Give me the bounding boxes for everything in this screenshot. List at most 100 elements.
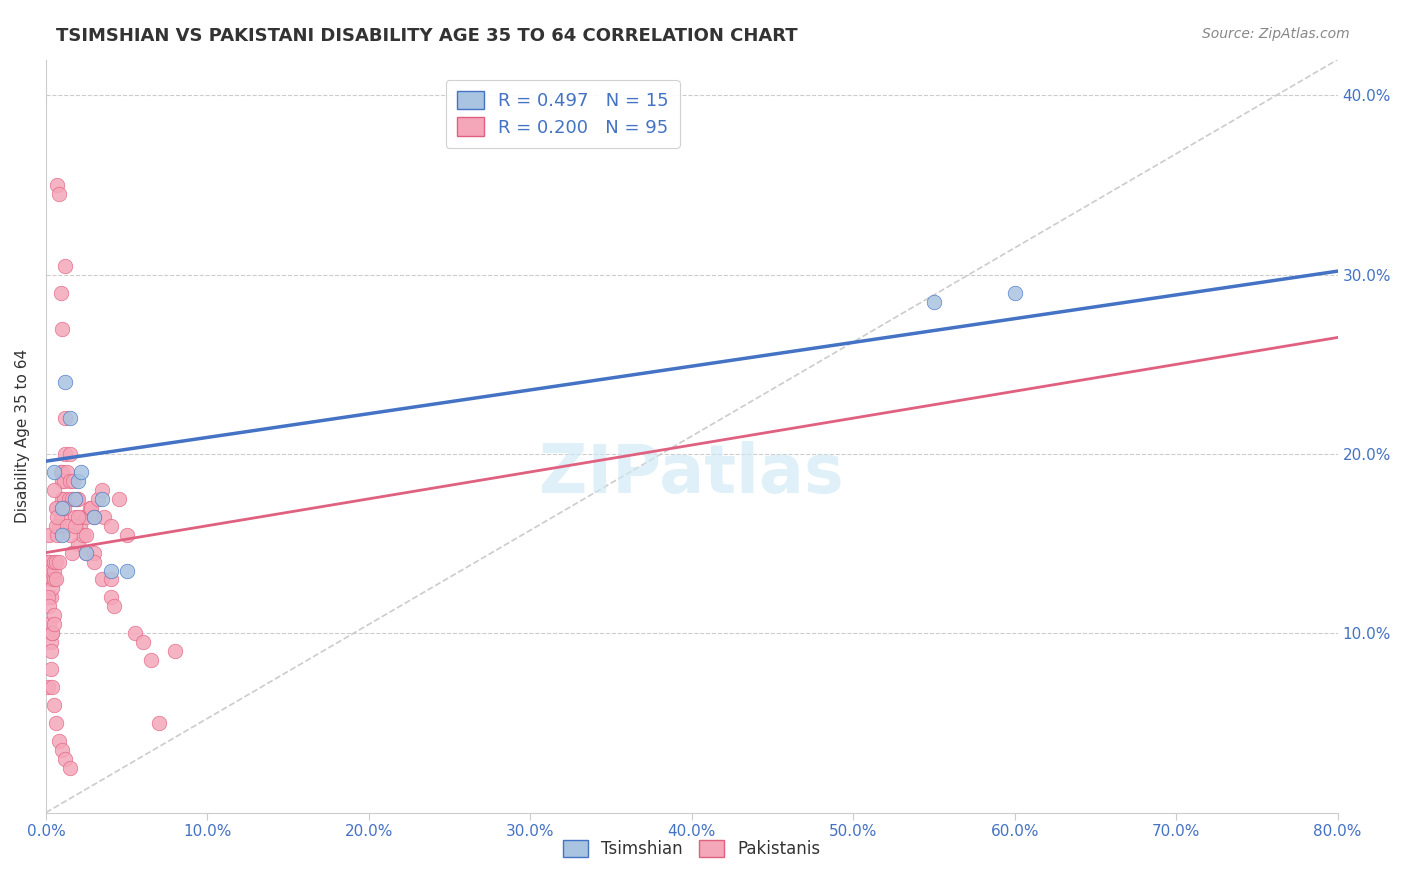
Point bbox=[39, 644, 62, 658]
Point bbox=[60, 546, 83, 560]
Point bbox=[38, 527, 60, 541]
Point bbox=[80, 500, 103, 515]
Point bbox=[45, 573, 67, 587]
Point bbox=[100, 564, 122, 578]
Point bbox=[115, 527, 138, 541]
Point bbox=[63, 509, 86, 524]
Point bbox=[83, 509, 105, 524]
Point bbox=[49, 465, 72, 479]
Point bbox=[49, 509, 72, 524]
Point bbox=[42, 608, 65, 623]
Point bbox=[83, 509, 105, 524]
Point bbox=[46, 527, 69, 541]
Point bbox=[58, 491, 80, 506]
Point bbox=[86, 491, 108, 506]
Point bbox=[72, 527, 94, 541]
Point bbox=[75, 527, 97, 541]
Point bbox=[59, 761, 82, 775]
Point bbox=[75, 546, 97, 560]
Point bbox=[45, 715, 67, 730]
Point bbox=[42, 465, 65, 479]
Point bbox=[52, 500, 75, 515]
Point bbox=[59, 447, 82, 461]
Point bbox=[48, 518, 70, 533]
Point bbox=[70, 509, 93, 524]
Point bbox=[38, 599, 60, 614]
Point bbox=[41, 573, 63, 587]
Point bbox=[37, 555, 59, 569]
Point bbox=[93, 509, 115, 524]
Point bbox=[39, 662, 62, 676]
Point bbox=[60, 491, 83, 506]
Point bbox=[53, 259, 76, 273]
Point bbox=[48, 734, 70, 748]
Point bbox=[67, 536, 90, 550]
Point bbox=[39, 591, 62, 605]
Point bbox=[59, 411, 82, 425]
Point bbox=[83, 546, 105, 560]
Point bbox=[56, 518, 79, 533]
Point bbox=[100, 573, 122, 587]
Point bbox=[124, 626, 146, 640]
Point bbox=[42, 483, 65, 497]
Y-axis label: Disability Age 35 to 64: Disability Age 35 to 64 bbox=[15, 349, 30, 523]
Point bbox=[37, 591, 59, 605]
Point bbox=[46, 500, 69, 515]
Point bbox=[70, 465, 93, 479]
Text: ZIPatlas: ZIPatlas bbox=[540, 441, 844, 507]
Point bbox=[42, 555, 65, 569]
Text: TSIMSHIAN VS PAKISTANI DISABILITY AGE 35 TO 64 CORRELATION CHART: TSIMSHIAN VS PAKISTANI DISABILITY AGE 35… bbox=[56, 27, 797, 45]
Point bbox=[51, 527, 73, 541]
Point bbox=[79, 500, 101, 515]
Point bbox=[107, 491, 129, 506]
Point bbox=[67, 509, 90, 524]
Point bbox=[59, 527, 82, 541]
Point bbox=[75, 509, 97, 524]
Point bbox=[51, 500, 73, 515]
Legend: Tsimshian, Pakistanis: Tsimshian, Pakistanis bbox=[557, 833, 828, 864]
Point bbox=[51, 321, 73, 335]
Point bbox=[67, 491, 90, 506]
Point bbox=[49, 285, 72, 300]
Point bbox=[91, 573, 114, 587]
Point bbox=[53, 752, 76, 766]
Point bbox=[53, 376, 76, 390]
Point bbox=[52, 491, 75, 506]
Point bbox=[46, 509, 69, 524]
Point bbox=[139, 653, 162, 667]
Point bbox=[56, 465, 79, 479]
Point bbox=[148, 715, 170, 730]
Point bbox=[51, 491, 73, 506]
Point bbox=[91, 483, 114, 497]
Point bbox=[66, 491, 89, 506]
Point bbox=[45, 518, 67, 533]
Point bbox=[922, 294, 945, 309]
Point bbox=[42, 573, 65, 587]
Point bbox=[39, 635, 62, 649]
Point bbox=[53, 447, 76, 461]
Point bbox=[52, 474, 75, 488]
Point bbox=[45, 555, 67, 569]
Point bbox=[1004, 285, 1026, 300]
Point bbox=[103, 599, 125, 614]
Point bbox=[41, 680, 63, 694]
Point bbox=[42, 617, 65, 632]
Point bbox=[46, 178, 69, 193]
Point bbox=[45, 500, 67, 515]
Point bbox=[41, 626, 63, 640]
Point bbox=[48, 555, 70, 569]
Point bbox=[91, 491, 114, 506]
Point bbox=[83, 555, 105, 569]
Point bbox=[59, 474, 82, 488]
Point bbox=[165, 644, 187, 658]
Point bbox=[38, 555, 60, 569]
Point bbox=[132, 635, 155, 649]
Point bbox=[51, 474, 73, 488]
Point bbox=[69, 518, 91, 533]
Point bbox=[63, 491, 86, 506]
Point bbox=[41, 582, 63, 596]
Point bbox=[51, 743, 73, 757]
Point bbox=[100, 591, 122, 605]
Point bbox=[37, 573, 59, 587]
Point bbox=[115, 564, 138, 578]
